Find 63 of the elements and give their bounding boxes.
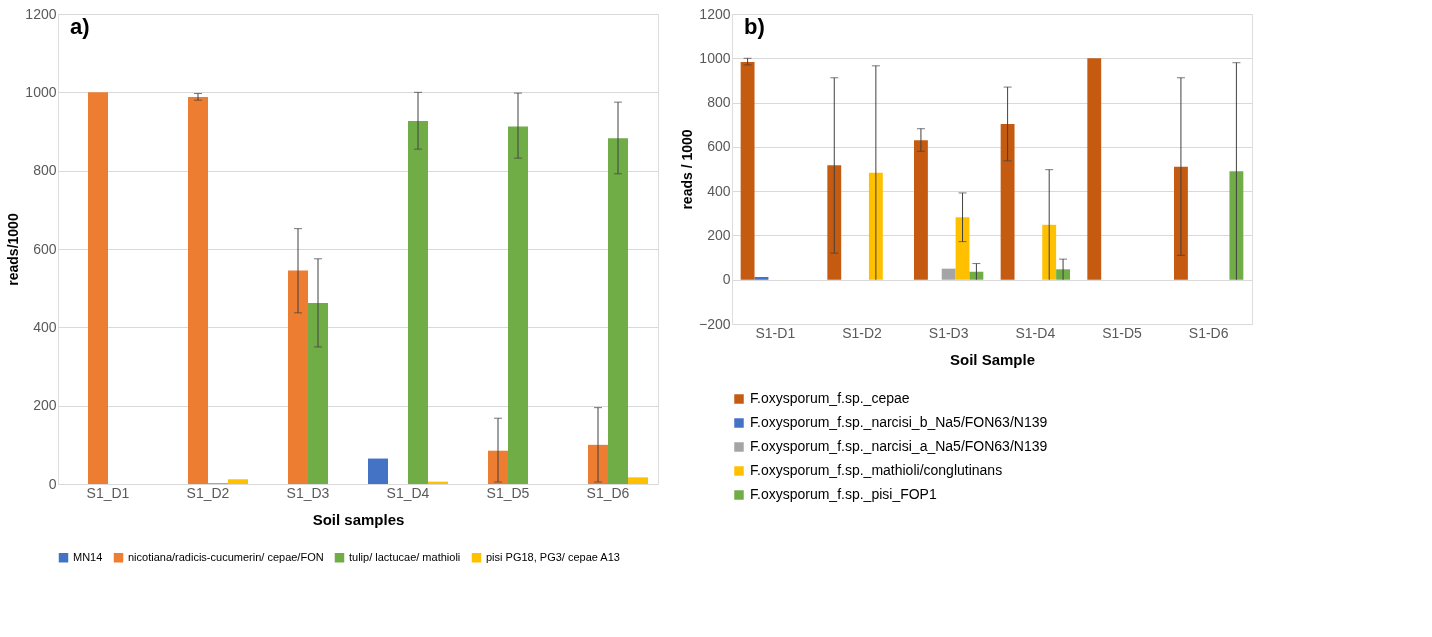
bar xyxy=(408,120,428,484)
y-tick-label: 1200 xyxy=(25,5,57,22)
x-tick-label: S1-D2 xyxy=(842,324,883,341)
y-tick-label: 1200 xyxy=(699,5,731,22)
bar xyxy=(308,303,328,484)
legend-label: F.oxysporum_f.sp._narcisi_b_Na5/FON63/N139 xyxy=(750,414,1048,430)
y-tick-label: 200 xyxy=(33,397,57,414)
x-tick-label: S1_D4 xyxy=(386,484,430,501)
bar xyxy=(827,165,842,280)
bar xyxy=(740,62,755,280)
y-tick-label: 0 xyxy=(48,475,57,492)
x-tick-label: S1-D6 xyxy=(1188,324,1229,341)
y-tick-label: 0 xyxy=(722,271,731,288)
x-tick-label: S1-D4 xyxy=(1015,324,1056,341)
y-tick-label: −200 xyxy=(698,315,731,332)
y-tick-label: 1000 xyxy=(699,49,731,66)
bar xyxy=(628,477,648,484)
bar xyxy=(88,92,108,484)
legend-label: tulip/ lactucae/ mathioli xyxy=(349,550,461,563)
bar xyxy=(608,138,628,484)
bar xyxy=(368,458,388,484)
legend-label: F.oxysporum_f.sp._mathioli/conglutinans xyxy=(750,462,1003,478)
x-axis-title: Soil samples xyxy=(312,510,405,528)
chart-title: b) xyxy=(744,14,765,39)
bar xyxy=(288,270,308,484)
legend-label: pisi PG18, PG3/ cepae A13 xyxy=(486,550,620,563)
legend-label: MN14 xyxy=(73,550,103,563)
x-tick-label: S1_D6 xyxy=(586,484,630,501)
bar xyxy=(228,479,248,484)
y-tick-label: 800 xyxy=(707,94,731,111)
legend-label: F.oxysporum_f.sp._narcisi_a_Na5/FON63/N139 xyxy=(750,438,1048,454)
legend-label: F.oxysporum_f.sp._cepae xyxy=(750,390,910,406)
bar xyxy=(941,268,956,280)
x-tick-label: S1_D1 xyxy=(86,484,130,501)
x-axis-title: Soil Sample xyxy=(949,350,1036,368)
y-tick-label: 400 xyxy=(33,318,57,335)
bar xyxy=(188,97,208,484)
bar xyxy=(1042,224,1057,280)
bar xyxy=(955,217,970,280)
bar xyxy=(754,277,769,280)
x-tick-label: S1-D5 xyxy=(1102,324,1143,341)
x-tick-label: S1-D3 xyxy=(928,324,969,341)
y-axis-title: reads / 1000 xyxy=(678,129,695,210)
legend-label: nicotiana/radicis-cucumerin/ cepae/FON xyxy=(128,550,324,563)
bar xyxy=(1087,58,1102,280)
y-tick-label: 200 xyxy=(707,226,731,243)
x-tick-label: S1_D3 xyxy=(286,484,330,501)
y-tick-label: 1000 xyxy=(25,83,57,100)
bar xyxy=(914,140,928,280)
legend-label: F.oxysporum_f.sp._pisi_FOP1 xyxy=(750,486,937,502)
x-tick-label: S1_D5 xyxy=(486,484,530,501)
x-tick-label: S1-D1 xyxy=(755,324,796,341)
y-tick-label: 600 xyxy=(707,138,731,155)
y-axis-title: reads/1000 xyxy=(5,213,22,286)
y-tick-label: 800 xyxy=(33,162,57,179)
bar xyxy=(1000,124,1015,280)
y-tick-label: 600 xyxy=(33,240,57,257)
x-tick-label: S1_D2 xyxy=(186,484,230,501)
chart-title: a) xyxy=(70,14,90,39)
bar xyxy=(969,271,984,280)
bar xyxy=(508,126,528,484)
y-tick-label: 400 xyxy=(707,182,731,199)
bar xyxy=(1229,171,1244,280)
